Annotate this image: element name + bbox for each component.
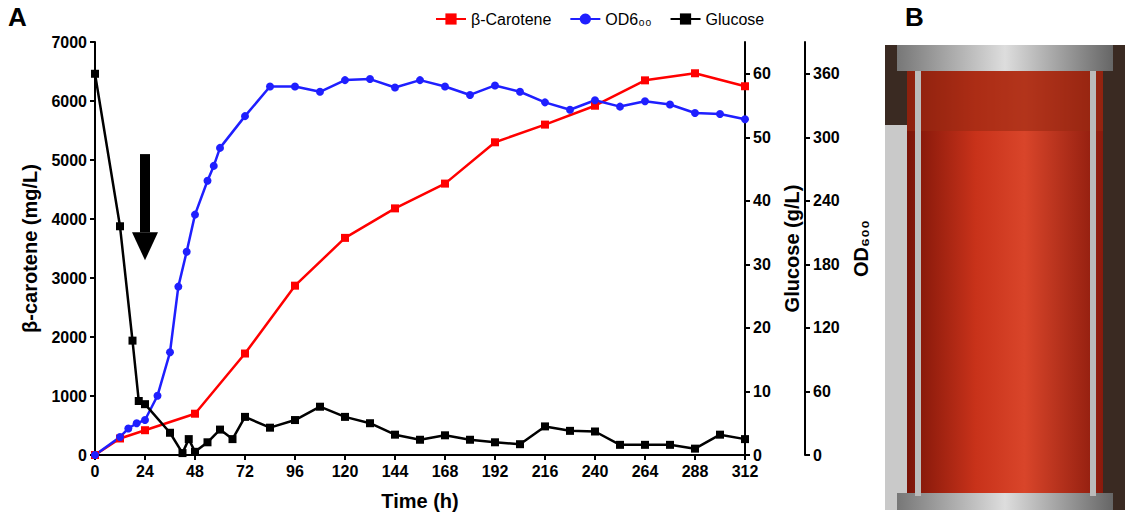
svg-text:2000: 2000 — [51, 329, 87, 346]
svg-text:60: 60 — [813, 383, 831, 400]
svg-text:50: 50 — [753, 129, 771, 146]
svg-text:30: 30 — [753, 256, 771, 273]
svg-text:1000: 1000 — [51, 388, 87, 405]
svg-text:β-carotene (mg/L): β-carotene (mg/L) — [19, 164, 41, 333]
html-text:A: A — [8, 2, 27, 32]
svg-text:β-Carotene: β-Carotene — [471, 11, 551, 28]
svg-text:40: 40 — [753, 192, 771, 209]
svg-text:10: 10 — [753, 383, 771, 400]
svg-text:0: 0 — [813, 447, 822, 464]
svg-text:Time (h): Time (h) — [381, 490, 458, 512]
svg-text:300: 300 — [813, 129, 840, 146]
svg-text:288: 288 — [682, 463, 709, 480]
svg-text:0: 0 — [753, 447, 762, 464]
svg-text:120: 120 — [813, 319, 840, 336]
svg-text:264: 264 — [632, 463, 659, 480]
svg-text:OD₆₀₀: OD₆₀₀ — [850, 220, 872, 277]
svg-text:360: 360 — [813, 65, 840, 82]
svg-text:OD6₀₀: OD6₀₀ — [605, 11, 651, 28]
svg-text:240: 240 — [813, 192, 840, 209]
svg-text:192: 192 — [482, 463, 509, 480]
svg-text:5000: 5000 — [51, 152, 87, 169]
svg-text:4000: 4000 — [51, 211, 87, 228]
svg-text:20: 20 — [753, 319, 771, 336]
svg-text:24: 24 — [136, 463, 154, 480]
svg-text:60: 60 — [753, 65, 771, 82]
svg-text:48: 48 — [186, 463, 204, 480]
svg-text:144: 144 — [382, 463, 409, 480]
svg-text:216: 216 — [532, 463, 559, 480]
svg-text:3000: 3000 — [51, 270, 87, 287]
svg-text:0: 0 — [91, 463, 100, 480]
svg-text:180: 180 — [813, 256, 840, 273]
svg-text:120: 120 — [332, 463, 359, 480]
svg-text:72: 72 — [236, 463, 254, 480]
svg-text:312: 312 — [732, 463, 759, 480]
svg-text:Glucose (g/L): Glucose (g/L) — [781, 185, 803, 313]
svg-text:168: 168 — [432, 463, 459, 480]
svg-text:240: 240 — [582, 463, 609, 480]
svg-text:0: 0 — [78, 447, 87, 464]
svg-text:Glucose: Glucose — [706, 11, 765, 28]
svg-text:7000: 7000 — [51, 34, 87, 51]
svg-text:6000: 6000 — [51, 93, 87, 110]
html-text:B: B — [905, 2, 924, 32]
svg-text:96: 96 — [286, 463, 304, 480]
